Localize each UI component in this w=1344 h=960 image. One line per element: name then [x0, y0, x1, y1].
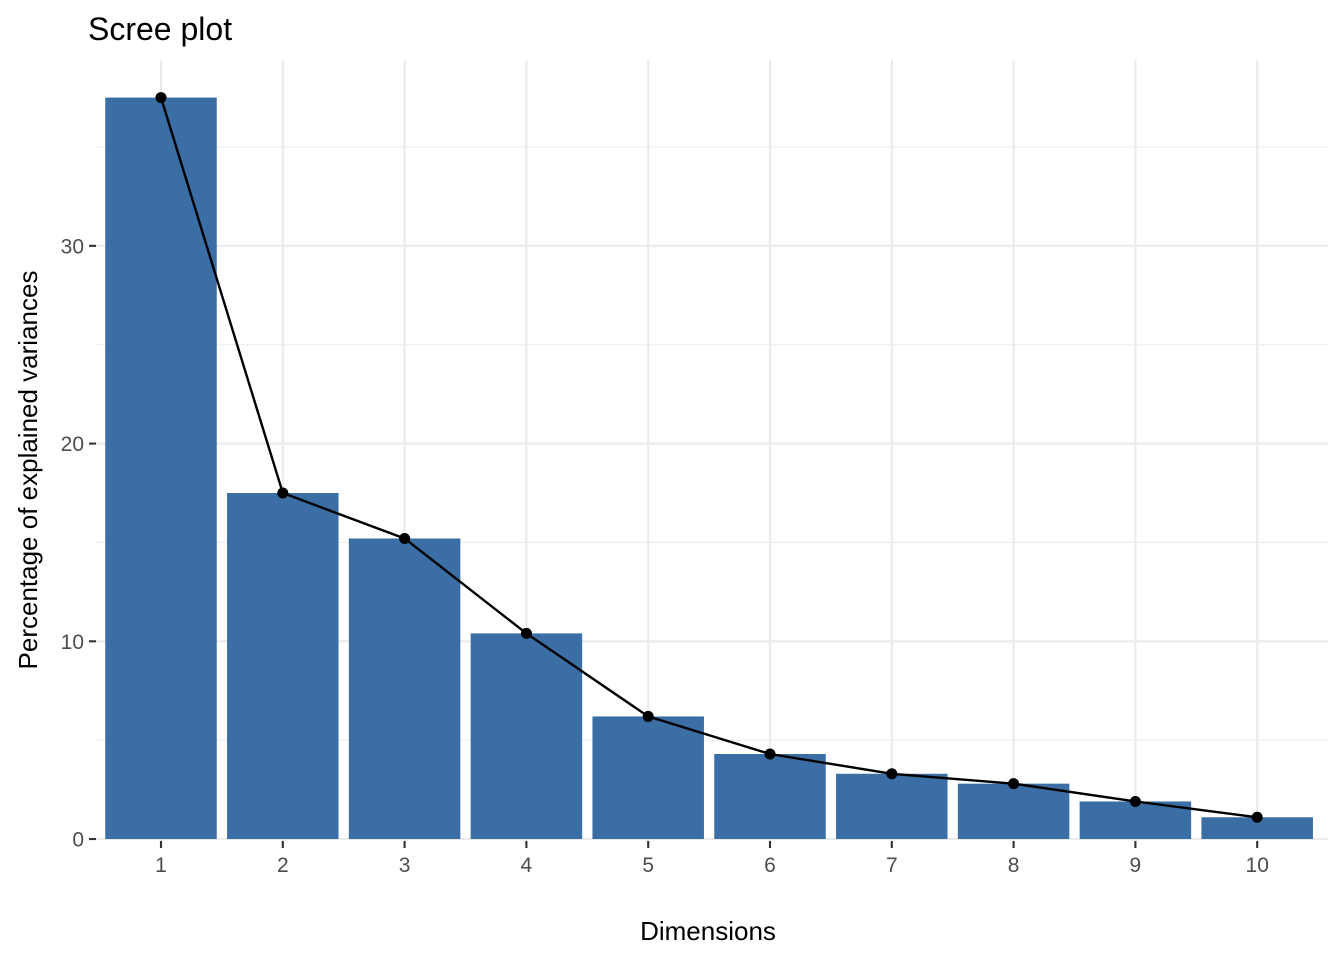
bar-dimension-2 — [227, 493, 339, 840]
bar-dimension-10 — [1201, 817, 1313, 840]
bar-dimension-1 — [105, 97, 217, 840]
y-axis: 0 10 20 30 — [61, 235, 96, 852]
point-dimension-10 — [1251, 811, 1263, 823]
point-dimension-6 — [764, 748, 776, 760]
x-tick-label: 3 — [399, 854, 411, 877]
bar-dimension-3 — [348, 538, 461, 840]
variance-line-path — [159, 97, 1258, 819]
x-axis-title: Dimensions — [640, 916, 776, 946]
y-tick-label: 0 — [72, 829, 84, 852]
y-tick-label: 20 — [61, 433, 84, 456]
point-dimension-7 — [886, 768, 898, 780]
bar-dimension-5 — [592, 716, 704, 840]
x-tick-label: 6 — [764, 854, 776, 877]
chart-title: Scree plot — [88, 11, 232, 47]
point-dimension-1 — [155, 92, 167, 104]
point-dimension-2 — [277, 487, 289, 499]
x-tick-label: 9 — [1130, 854, 1142, 877]
x-tick-label: 8 — [1008, 854, 1020, 877]
x-axis: 1 2 3 4 5 6 7 8 9 10 — [155, 841, 1269, 877]
point-dimension-3 — [399, 532, 411, 544]
variance-points — [155, 92, 1263, 823]
bar-dimension-9 — [1079, 801, 1192, 840]
x-tick-label: 1 — [155, 854, 167, 877]
x-tick-label: 5 — [642, 854, 654, 877]
y-tick-label: 30 — [61, 235, 84, 258]
bars — [105, 97, 1313, 840]
bar-dimension-7 — [836, 773, 948, 840]
point-dimension-4 — [520, 627, 532, 639]
bar-dimension-6 — [714, 754, 826, 840]
bar-dimension-8 — [957, 783, 1070, 840]
x-tick-label: 7 — [886, 854, 898, 877]
bar-dimension-4 — [470, 633, 583, 840]
x-tick-label: 4 — [521, 854, 533, 877]
variance-line — [159, 97, 1258, 819]
y-tick-label: 10 — [61, 631, 84, 654]
point-dimension-8 — [1008, 778, 1020, 790]
point-dimension-5 — [642, 710, 654, 722]
x-tick-label: 10 — [1246, 854, 1269, 877]
y-axis-title: Percentage of explained variances — [13, 271, 43, 670]
point-dimension-9 — [1129, 795, 1141, 807]
x-tick-label: 2 — [277, 854, 289, 877]
